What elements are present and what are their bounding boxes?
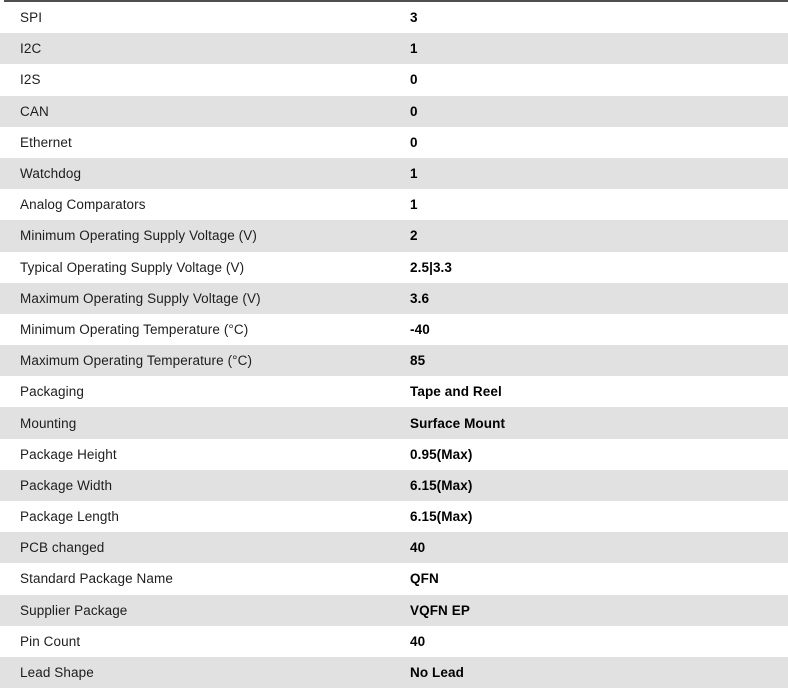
table-row: Packaging Tape and Reel: [0, 376, 788, 408]
row-value: 0: [410, 103, 418, 119]
row-label: I2C: [20, 41, 42, 57]
row-value: 85: [410, 353, 426, 369]
row-label: Pin Count: [20, 633, 81, 649]
row-value: 6.15(Max): [410, 509, 473, 525]
row-label: Package Length: [20, 509, 119, 525]
row-value: 1: [410, 166, 418, 182]
row-value: 0.95(Max): [410, 446, 473, 462]
row-value: 40: [410, 633, 426, 649]
row-value: QFN: [410, 571, 439, 587]
row-label: Mounting: [20, 415, 77, 431]
row-value: 1: [410, 41, 418, 57]
row-value: 3: [410, 10, 418, 26]
row-value: -40: [410, 321, 430, 337]
row-value: 6.15(Max): [410, 477, 473, 493]
table-row: Standard Package Name QFN: [0, 563, 788, 595]
table-row: Supplier Package VQFN EP: [0, 594, 788, 626]
row-value: 40: [410, 540, 426, 556]
table-row: Minimum Operating Temperature (°C) -40: [0, 313, 788, 346]
table-row: Package Height 0.95(Max): [0, 438, 788, 470]
table-row: Lead Shape No Lead: [0, 656, 788, 688]
table-row: I2S 0: [0, 64, 788, 96]
row-value: Surface Mount: [410, 415, 506, 431]
row-label: Package Height: [20, 446, 117, 462]
table-top-rule: [4, 0, 788, 2]
row-value: VQFN EP: [410, 602, 470, 618]
row-label: Supplier Package: [20, 602, 128, 618]
table-row: Package Length 6.15(Max): [0, 501, 788, 533]
row-label: Analog Comparators: [20, 197, 146, 213]
row-label: CAN: [20, 103, 49, 119]
row-label: Ethernet: [20, 134, 72, 150]
table-row: SPI 3: [0, 2, 788, 34]
table-row: I2C 1: [0, 33, 788, 65]
table-row: Maximum Operating Temperature (°C) 85: [0, 345, 788, 377]
row-label: Packaging: [20, 384, 84, 400]
table-row: PCB changed 40: [0, 532, 788, 564]
table-row: Mounting Surface Mount: [0, 407, 788, 439]
table-row: Ethernet 0: [0, 126, 788, 158]
row-label: Minimum Operating Supply Voltage (V): [20, 228, 257, 244]
row-label: Lead Shape: [20, 665, 94, 681]
row-label: Standard Package Name: [20, 571, 173, 587]
row-value: 3.6: [410, 290, 430, 306]
table-row: Analog Comparators 1: [0, 189, 788, 221]
row-label: Maximum Operating Temperature (°C): [20, 353, 253, 369]
row-label: Package Width: [20, 477, 113, 493]
row-value: 0: [410, 72, 418, 88]
table-row: CAN 0: [0, 95, 788, 127]
table-row: Minimum Operating Supply Voltage (V) 2: [0, 220, 788, 252]
row-label: Maximum Operating Supply Voltage (V): [20, 290, 261, 306]
row-value: No Lead: [410, 665, 464, 681]
row-value: 2.5|3.3: [410, 259, 453, 275]
row-label: Watchdog: [20, 166, 82, 182]
row-value: 0: [410, 134, 418, 150]
row-value: 1: [410, 197, 418, 213]
row-label: Minimum Operating Temperature (°C): [20, 321, 249, 337]
table-row: Maximum Operating Supply Voltage (V) 3.6: [0, 282, 788, 314]
row-label: Typical Operating Supply Voltage (V): [20, 259, 245, 275]
row-label: PCB changed: [20, 540, 105, 556]
row-label: SPI: [20, 10, 43, 26]
row-label: I2S: [20, 72, 41, 88]
row-value: 2: [410, 228, 418, 244]
table-row: Typical Operating Supply Voltage (V) 2.5…: [0, 251, 788, 283]
row-value: Tape and Reel: [410, 384, 502, 400]
table-row: Pin Count 40: [0, 625, 788, 657]
table-row: Package Width 6.15(Max): [0, 469, 788, 501]
table-row: Watchdog 1: [0, 157, 788, 190]
